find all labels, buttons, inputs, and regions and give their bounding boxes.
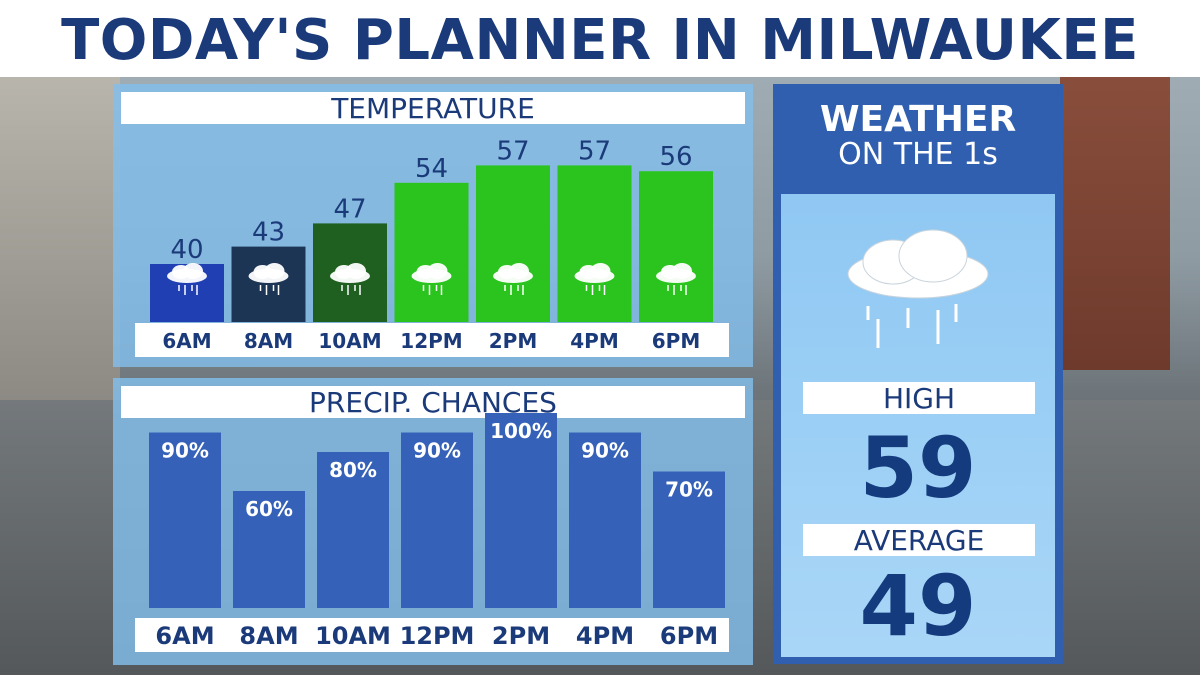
precip-bar	[149, 432, 221, 608]
x-tick-label: 8AM	[239, 622, 299, 650]
precip-panel: PRECIP. CHANCES 90% 60% 80% 90% 100% 90% 70% 6…	[113, 378, 753, 665]
cloud-rain-icon	[248, 263, 289, 295]
temperature-chart: 40 43 47 54 57 57 56	[150, 136, 713, 322]
temperature-x-axis: 6AM 8AM 10AM 12PM 2PM 4PM 6PM	[135, 323, 729, 357]
temperature-bar	[394, 182, 469, 322]
precip-value-label: 80%	[329, 458, 377, 482]
average-value: 49	[859, 557, 977, 655]
x-tick-label: 6PM	[659, 622, 719, 650]
x-tick-label: 4PM	[575, 622, 635, 650]
temperature-bar	[557, 165, 632, 322]
temperature-value-label: 43	[252, 218, 285, 248]
precip-bar	[653, 471, 725, 608]
header-banner: TODAY'S PLANNER IN MILWAUKEE	[0, 0, 1200, 77]
weather-on-the-1s-panel: WEATHER ON THE 1s HIGH 59 AVERAGE 49	[773, 84, 1063, 664]
temperature-title: TEMPERATURE	[121, 92, 745, 125]
temperature-panel: TEMPERATURE 40 43 47 54 57 57 56 6AM 8AM 10AM 12P…	[113, 84, 753, 367]
cloud-rain-icon	[574, 263, 615, 295]
page-title: TODAY'S PLANNER IN MILWAUKEE	[61, 8, 1139, 73]
x-tick-label: 6AM	[162, 329, 212, 353]
precip-value-label: 90%	[161, 439, 209, 463]
x-tick-label: 6PM	[651, 329, 701, 353]
precip-chart: 90% 60% 80% 90% 100% 90% 70%	[149, 413, 725, 608]
brand-line-2: ON THE 1s	[838, 137, 998, 172]
x-tick-label: 8AM	[243, 329, 294, 353]
temperature-bar	[639, 171, 713, 322]
temperature-bar	[231, 246, 306, 322]
x-tick-label: 4PM	[570, 329, 619, 353]
cloud-rain-icon	[656, 263, 696, 295]
temperature-value-label: 40	[170, 235, 203, 265]
precip-value-label: 90%	[413, 439, 461, 463]
x-tick-label: 6AM	[155, 622, 215, 650]
temperature-value-label: 47	[333, 194, 366, 224]
temperature-value-label: 54	[415, 154, 448, 184]
cloud-rain-icon	[847, 229, 989, 348]
precip-value-label: 70%	[665, 478, 713, 502]
temperature-value-label: 57	[578, 136, 611, 166]
precip-bar	[485, 413, 557, 608]
forecast-area: HIGH 59 AVERAGE 49	[781, 194, 1055, 657]
cloud-rain-icon	[167, 263, 207, 295]
x-tick-label: 2PM	[488, 329, 538, 353]
high-value: 59	[859, 419, 977, 517]
cloud-rain-icon	[411, 263, 452, 295]
background-building-left	[0, 70, 120, 400]
precip-bar	[233, 491, 305, 608]
x-tick-label: 12PM	[400, 329, 463, 353]
temperature-value-label: 57	[496, 136, 529, 166]
cloud-rain-icon	[493, 263, 533, 295]
x-tick-label: 10AM	[315, 622, 391, 650]
cloud-rain-icon	[330, 263, 370, 295]
precip-x-axis: 6AM 8AM 10AM 12PM 2PM 4PM 6PM	[135, 618, 729, 652]
temperature-value-label: 56	[659, 142, 692, 172]
precip-bar	[569, 432, 641, 608]
brand-line-1: WEATHER	[819, 99, 1017, 140]
temperature-bar	[476, 165, 550, 322]
average-label: AVERAGE	[803, 524, 1035, 557]
background-building-right	[1060, 70, 1170, 370]
precip-bar	[401, 432, 473, 608]
x-tick-label: 12PM	[399, 622, 475, 650]
x-tick-label: 2PM	[491, 622, 551, 650]
precip-title: PRECIP. CHANCES	[121, 386, 745, 419]
precip-value-label: 90%	[581, 439, 629, 463]
x-tick-label: 10AM	[318, 329, 382, 353]
precip-bar	[317, 452, 389, 608]
precip-value-label: 100%	[490, 419, 552, 443]
high-label: HIGH	[803, 382, 1035, 415]
precip-value-label: 60%	[245, 497, 293, 521]
